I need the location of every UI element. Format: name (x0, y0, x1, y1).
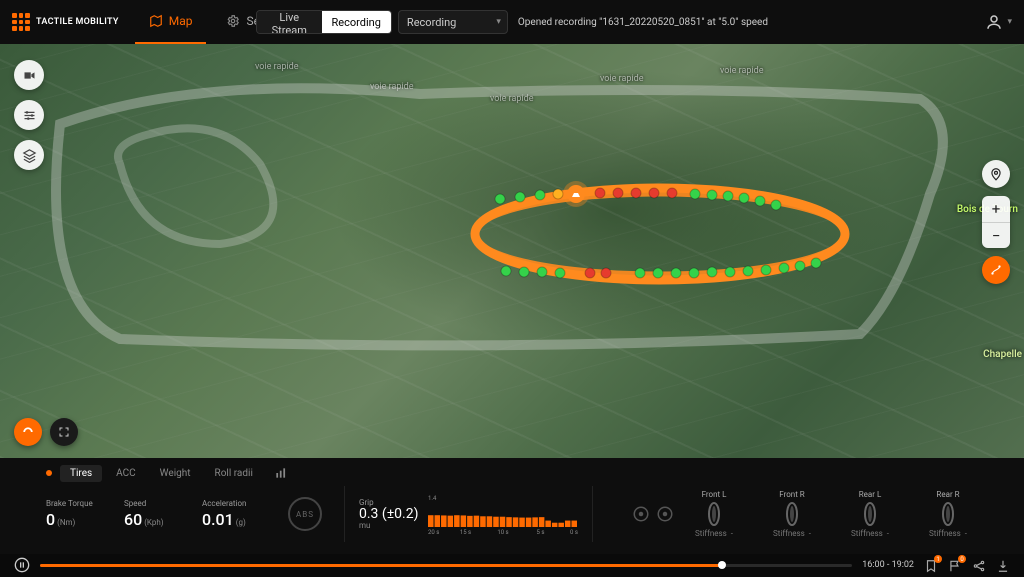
svg-text:0 s: 0 s (571, 529, 579, 535)
download-button[interactable] (996, 558, 1010, 572)
progress-bar[interactable] (40, 564, 852, 567)
svg-text:1.4: 1.4 (428, 495, 437, 502)
tab-roll-radii[interactable]: Roll radii (205, 465, 263, 482)
gauge-icon (21, 425, 35, 439)
playback-time: 16:00 - 19:02 (862, 560, 914, 570)
zoom-control: + − (982, 196, 1010, 248)
tire-icon (941, 502, 955, 526)
route-action-button[interactable] (982, 256, 1010, 284)
share-icon (972, 559, 986, 573)
svg-text:15 s: 15 s (460, 529, 471, 535)
tab-weight[interactable]: Weight (150, 465, 201, 482)
tire-column: Rear L Stiffness - (840, 490, 900, 538)
map-icon (149, 14, 163, 28)
brand-name: TACTILE MOBILITY (36, 18, 119, 27)
recording-status: Opened recording "1631_20220520_0851" at… (518, 17, 768, 28)
fullscreen-button[interactable] (50, 418, 78, 446)
chart-settings-button[interactable] (273, 465, 289, 481)
metric-acceleration: Acceleration 0.01(g) (202, 486, 266, 542)
camera-icon (22, 68, 37, 83)
grip-sparkline: 1.4 20 s 15 s 10 s 5 s 0 s (428, 493, 578, 535)
camera-toggle-button[interactable] (14, 60, 44, 90)
bookmark-button[interactable]: 1 (924, 558, 938, 572)
track-overlay (0, 44, 1024, 458)
telemetry-tabs: Tires ACC Weight Roll radii (0, 458, 1024, 482)
tire-column: Rear R Stiffness - (918, 490, 978, 538)
bars-icon (274, 466, 288, 480)
download-icon (996, 559, 1010, 573)
map-left-toolbar (14, 60, 44, 170)
metric-speed: Speed 60(Kph) (124, 486, 188, 542)
map-view[interactable]: voie rapide voie rapide voie rapide voie… (0, 44, 1024, 458)
route-icon (989, 263, 1003, 277)
tab-tires[interactable]: Tires (60, 465, 102, 482)
wheel-icon (656, 505, 674, 523)
zoom-out-button[interactable]: − (982, 222, 1010, 248)
segment-recording[interactable]: Recording (322, 11, 391, 33)
tire-icon (863, 502, 877, 526)
tab-acc[interactable]: ACC (106, 465, 146, 482)
active-dot-icon (46, 470, 52, 476)
pause-button[interactable] (14, 557, 30, 573)
wheel-icon (632, 505, 650, 523)
dashboard-button[interactable] (14, 418, 42, 446)
tire-column: Front L Stiffness - (684, 490, 744, 538)
user-menu-icon[interactable] (985, 13, 1003, 31)
svg-text:5 s: 5 s (537, 529, 545, 535)
header-center: Live Stream Recording Recording Opened r… (256, 10, 768, 34)
segment-live[interactable]: Live Stream (257, 11, 322, 33)
sliders-icon (22, 108, 37, 123)
layers-button[interactable] (14, 140, 44, 170)
filter-button[interactable] (14, 100, 44, 130)
share-button[interactable] (972, 558, 986, 572)
user-menu-chevron-icon[interactable]: ▾ (1007, 17, 1012, 27)
flag-button[interactable]: 0 (948, 558, 962, 572)
gear-icon (226, 14, 240, 28)
expand-icon (58, 426, 70, 438)
grip-block: Grip 0.3 (±0.2) mu 1.4 20 s15 s10 s5 s0 … (359, 486, 578, 542)
tire-icon (707, 502, 721, 526)
zoom-in-button[interactable]: + (982, 196, 1010, 222)
wheel-icons (632, 505, 674, 523)
telemetry-panel: Tires ACC Weight Roll radii Brake Torque… (0, 458, 1024, 554)
stiffness-block: Front L Stiffness - Front R Stiffness - Re… (632, 486, 978, 542)
pin-icon (989, 167, 1003, 181)
map-bottomleft-toolbar (14, 418, 78, 446)
map-right-toolbar: + − (982, 160, 1010, 284)
abs-indicator: ABS (288, 497, 322, 531)
tire-icon (785, 502, 799, 526)
tire-column: Front R Stiffness - (762, 490, 822, 538)
recording-dropdown[interactable]: Recording (398, 10, 508, 34)
playback-bar: 16:00 - 19:02 1 0 (0, 554, 1024, 576)
locate-button[interactable] (982, 160, 1010, 188)
brand-logo: TACTILE MOBILITY (12, 13, 119, 31)
svg-text:20 s: 20 s (428, 529, 439, 535)
svg-text:10 s: 10 s (498, 529, 509, 535)
tab-map[interactable]: Map (135, 0, 207, 44)
metric-brake-torque: Brake Torque 0(Nm) (46, 486, 110, 542)
layers-icon (22, 148, 37, 163)
stream-mode-segment: Live Stream Recording (256, 10, 392, 34)
logo-glyph-icon (12, 13, 30, 31)
app-header: TACTILE MOBILITY Map Settings Live Strea… (0, 0, 1024, 44)
